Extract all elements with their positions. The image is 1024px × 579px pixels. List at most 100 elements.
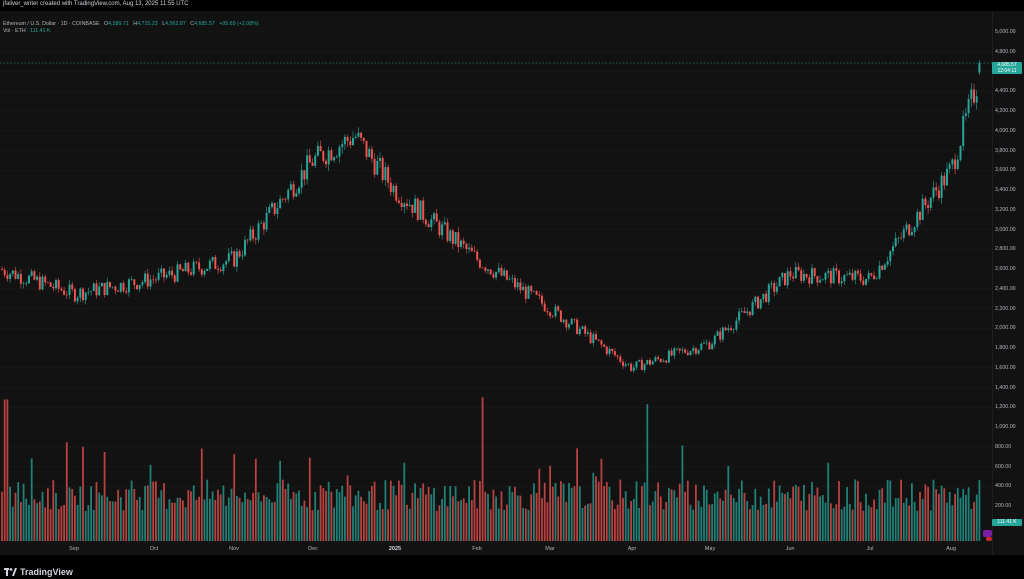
candle-body (697, 349, 700, 354)
candle-body (670, 350, 673, 356)
volume-bar (824, 502, 827, 541)
volume-bar (835, 504, 838, 541)
candle-body (208, 260, 211, 269)
volume-bar (163, 483, 165, 541)
time-axis[interactable]: Sep Oct Nov Dec 2025 Feb Mar Apr May Jun Jul Aug (0, 541, 992, 555)
volume-bar (438, 505, 441, 541)
volume-bar (408, 508, 411, 541)
volume-bar (344, 496, 346, 541)
flag-icon[interactable] (983, 530, 992, 537)
candle-body (703, 343, 705, 344)
candle-body (862, 280, 865, 285)
candle-body (181, 269, 184, 272)
volume-bar (746, 500, 749, 541)
candle-body (835, 268, 838, 271)
candle-body (414, 198, 417, 213)
volume-bar (854, 479, 857, 541)
candle-body (460, 240, 462, 248)
volume-bar (219, 494, 222, 541)
candle-body (603, 344, 606, 347)
volume-bar (905, 497, 908, 541)
chart-pane[interactable]: Ethereum / U.S. Dollar · 1D · COINBASE O… (0, 11, 992, 555)
volume-bar (330, 491, 333, 541)
candle-body (619, 356, 622, 362)
candle-body (794, 266, 797, 279)
volume-bar (897, 497, 900, 541)
candle-body (125, 291, 128, 293)
volume-bar (816, 487, 819, 541)
candle-body (17, 274, 20, 279)
tradingview-logo[interactable]: TradingView (4, 567, 73, 577)
volume-bar (954, 493, 956, 541)
volume-bar (927, 486, 929, 541)
volume-bar (314, 491, 317, 541)
volume-bar (508, 486, 511, 541)
candle-body (33, 271, 36, 280)
candle-body (427, 224, 430, 228)
bar-countdown: 12:04:11 (997, 68, 1017, 74)
candle-body (200, 269, 203, 275)
candle-body (900, 237, 903, 239)
candle-body (119, 282, 122, 292)
candle-body (349, 140, 352, 146)
price-tick-label: 3,000.00 (995, 226, 1016, 233)
volume-bar (722, 500, 724, 541)
time-tick-label: Apr (627, 546, 637, 552)
candle-body (708, 342, 711, 350)
candle-body (298, 187, 300, 194)
volume-bar (187, 489, 190, 541)
volume-bar (732, 497, 735, 541)
candle-body (433, 213, 435, 220)
candle-body (381, 158, 384, 180)
volume-bar (651, 501, 654, 541)
legend-symbol[interactable]: Ethereum / U.S. Dollar · 1D · COINBASE (3, 21, 100, 27)
candle-body (346, 136, 349, 141)
candle-body (90, 291, 93, 292)
candle-body (244, 239, 246, 256)
candle-body (527, 286, 530, 299)
volume-bar (414, 483, 416, 541)
candle-body (713, 335, 716, 345)
candle-body (319, 145, 322, 152)
candle-body (446, 222, 449, 241)
volume-bar (541, 498, 543, 541)
candle-body (314, 155, 317, 166)
candle-body (468, 247, 471, 250)
volume-bar (600, 458, 603, 541)
volume-bar (1, 491, 3, 541)
volume-bar (530, 494, 533, 541)
volume-bar (101, 495, 103, 541)
time-tick-label: Jul (866, 546, 874, 552)
candle-body (970, 89, 973, 99)
volume-bar (597, 481, 600, 541)
candle-body (770, 283, 773, 285)
candle-body (165, 274, 168, 278)
candle-body (586, 332, 589, 334)
price-scale[interactable]: 5,000.004,800.004,600.004,400.004,200.00… (992, 11, 1024, 555)
volume-bar (200, 448, 203, 541)
volume-bar (776, 501, 778, 541)
candle-body (235, 251, 238, 267)
candle-body (549, 312, 552, 317)
chart-svg[interactable] (0, 11, 992, 555)
volume-bar (357, 490, 360, 541)
volume-bar (813, 495, 816, 541)
volume-bar (284, 488, 287, 541)
volume-bar (346, 475, 349, 541)
volume-bar (257, 492, 260, 541)
candle-body (635, 361, 638, 368)
event-flag-icon[interactable] (986, 537, 992, 541)
candle-body (932, 187, 935, 198)
candle-body (775, 286, 778, 292)
candle-body (570, 318, 573, 325)
volume-bar (740, 480, 743, 541)
price-tick-label: 1,200.00 (995, 404, 1016, 411)
volume-bar (327, 481, 330, 541)
candle-body (781, 273, 784, 277)
price-tick-label: 2,600.00 (995, 266, 1016, 272)
legend-volume-label[interactable]: Vol · ETH (3, 28, 26, 34)
candle-body (686, 352, 689, 355)
candle-body (316, 145, 319, 156)
volume-bar (203, 499, 206, 541)
price-tick-label: 3,200.00 (995, 206, 1016, 213)
